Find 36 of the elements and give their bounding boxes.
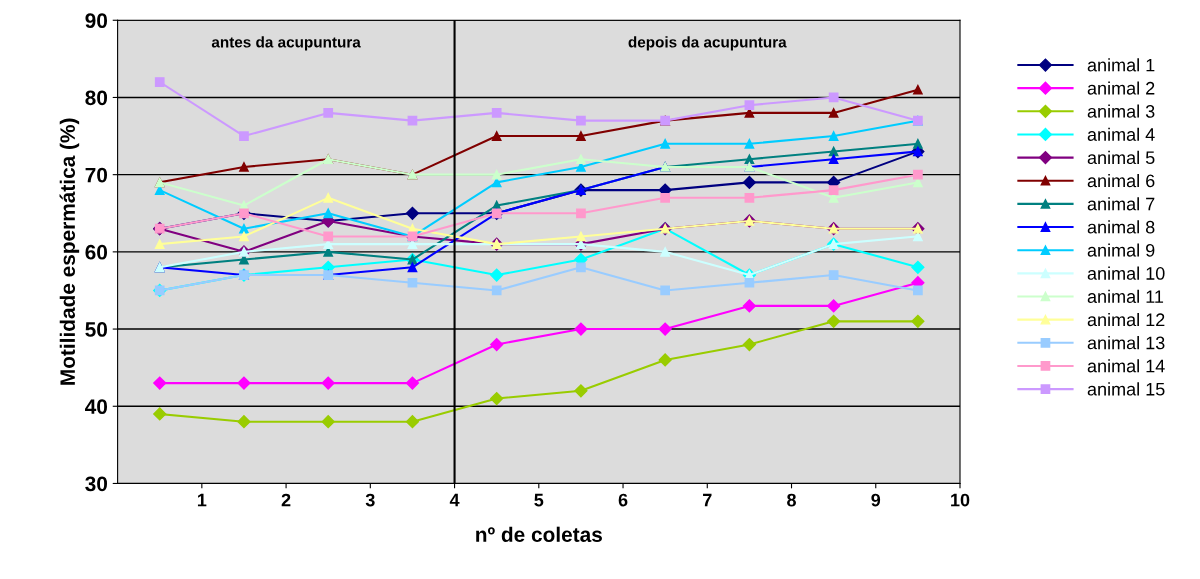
x-tick-label: 9 xyxy=(871,493,881,507)
legend-label: animal 1 xyxy=(1087,58,1155,72)
annotation: depois da acupuntura xyxy=(628,36,787,51)
annotation: antes da acupuntura xyxy=(211,36,361,51)
legend-label: animal 10 xyxy=(1087,266,1165,280)
x-tick-label: 8 xyxy=(787,493,796,507)
legend-label: animal 2 xyxy=(1087,81,1155,95)
y-tick-label: 70 xyxy=(85,167,108,183)
legend-label: animal 15 xyxy=(1087,382,1165,396)
x-tick-label: 4 xyxy=(449,493,460,507)
x-tick-label: 2 xyxy=(281,493,291,507)
x-tick-label: 10 xyxy=(951,493,970,507)
legend-label: animal 12 xyxy=(1087,312,1165,327)
x-tick-label: 1 xyxy=(197,493,207,507)
y-tick-label: 90 xyxy=(85,13,108,29)
y-tick-label: 30 xyxy=(85,476,108,492)
legend-label: animal 14 xyxy=(1087,359,1165,373)
legend-label: animal 4 xyxy=(1087,127,1155,141)
legend-label: animal 5 xyxy=(1087,150,1155,165)
x-axis-title: nº de coletas xyxy=(476,526,602,542)
x-tick-label: 5 xyxy=(534,493,544,507)
legend-label: animal 7 xyxy=(1087,197,1155,211)
y-tick-label: 60 xyxy=(85,244,108,260)
x-tick-label: 6 xyxy=(618,493,628,507)
legend-label: animal 6 xyxy=(1087,173,1155,188)
legend-label: animal 9 xyxy=(1087,243,1155,257)
y-tick-label: 50 xyxy=(85,322,108,337)
y-tick-label: 40 xyxy=(85,399,108,415)
x-tick-label: 7 xyxy=(703,493,712,507)
y-tick-label: 80 xyxy=(85,90,108,106)
legend-label: animal 11 xyxy=(1087,289,1164,303)
y-axis-title: Motilidade espermática (%) xyxy=(59,118,80,385)
legend-label: animal 13 xyxy=(1087,336,1165,350)
x-tick-label: 3 xyxy=(365,493,375,507)
legend-label: animal 8 xyxy=(1087,220,1155,234)
legend-label: animal 3 xyxy=(1087,104,1155,118)
